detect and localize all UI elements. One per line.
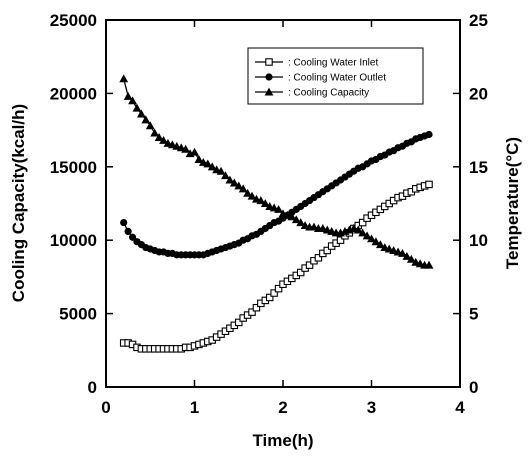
x-tick-label: 3 [367,398,376,417]
data-point [159,135,168,144]
data-point [296,268,305,277]
data-point [323,246,331,255]
data-point [291,215,301,224]
legend-item: : Cooling Water Inlet [255,58,378,69]
data-point [424,260,434,269]
data-point [194,155,204,163]
data-point [207,162,217,171]
data-point [287,212,297,221]
data-point [150,128,160,137]
data-point [221,171,230,180]
data-point [425,180,433,189]
data-point [132,103,142,112]
x-axis-label: Time(h) [252,431,313,450]
y-right-tick-label: 20 [469,84,488,103]
data-point [181,144,191,153]
data-point [296,218,306,227]
x-tick-label: 0 [101,398,110,417]
data-point [154,133,164,141]
data-point [375,240,385,249]
legend-label: : Cooling Water Outlet [288,73,386,84]
legend-label: : Cooling Capacity [288,88,369,99]
data-point [216,166,226,175]
y-right-tick-label: 15 [469,158,488,177]
data-point [358,218,367,227]
legend-label: : Cooling Water Inlet [288,58,378,69]
y-left-tick-label: 10000 [50,231,97,250]
data-point [371,237,381,246]
data-point [358,228,368,237]
y-left-tick-label: 15000 [50,158,97,177]
y-left-tick-label: 20000 [50,84,97,103]
tick-marks [105,19,461,388]
y-left-tick-label: 25000 [50,11,97,30]
data-point [235,318,243,327]
data-point [120,218,128,227]
legend-item: : Cooling Water Outlet [255,73,386,84]
legend-swatch-marker [265,73,273,81]
y-right-tick-label: 0 [469,378,478,397]
data-point [225,175,235,184]
data-point [402,251,412,260]
data-point [425,130,433,139]
x-tick-label: 2 [278,398,287,417]
data-point [141,115,151,124]
data-point [128,233,137,241]
series-1 [119,180,433,353]
series-3 [119,74,434,269]
legend-swatch-marker [264,87,274,96]
y-left-tick-label: 0 [88,378,97,397]
data-point [270,289,278,297]
data-point [256,196,266,205]
data-point [305,261,314,269]
series-layer [119,74,434,353]
data-point [252,303,261,312]
y-left-tick-label: 5000 [59,305,97,324]
data-point [265,293,274,302]
data-point [145,121,155,130]
legend-item: : Cooling Capacity [255,88,369,99]
data-point [362,231,372,240]
data-point [406,254,416,263]
data-point [336,236,345,244]
data-point [274,284,283,293]
data-point [119,74,129,83]
legend-box [247,47,424,105]
data-point [190,147,199,156]
data-point [238,184,248,193]
x-tick-label: 1 [190,398,199,417]
data-point [248,308,256,316]
data-point [274,204,283,213]
data-point [124,227,132,235]
data-point [367,234,376,243]
series-line [123,78,430,266]
data-point [203,159,213,168]
data-point [137,109,146,118]
data-point [247,191,257,200]
data-point [123,91,133,100]
legend: : Cooling Water Inlet : Cooling Water Out… [247,47,424,105]
data-point [353,225,363,234]
data-point [128,96,137,105]
y-axis-left-label: Cooling Capacity(kcal/h) [9,104,28,302]
data-point [314,254,323,262]
x-tick-label: 4 [455,398,465,417]
data-point [229,178,239,187]
data-point [234,181,244,190]
y-axis-right-label: Temperature(°C) [503,137,522,269]
legend-swatch-marker [265,58,273,66]
legend-items: : Cooling Water Inlet : Cooling Water Out… [255,58,386,99]
data-point [260,199,270,208]
data-point [398,249,407,257]
series-2 [120,130,433,259]
data-point [243,188,252,197]
y-right-tick-label: 10 [469,231,488,250]
y-right-tick-label: 5 [469,305,478,324]
y-right-tick-label: 25 [469,11,488,30]
